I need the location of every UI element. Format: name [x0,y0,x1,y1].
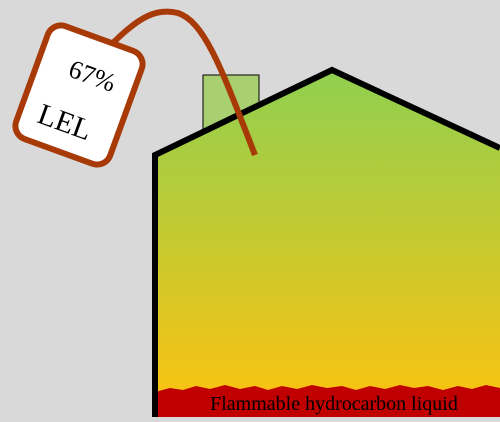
flammable-liquid-layer [155,385,500,417]
tag-body [12,22,146,168]
lel-meter-tag: 67% LEL [12,22,146,168]
tank-outline [152,66,500,417]
probe-cable [107,8,258,157]
liquid-label: Flammable hydrocarbon liquid [210,393,458,415]
tank-vapor-space [155,70,500,417]
